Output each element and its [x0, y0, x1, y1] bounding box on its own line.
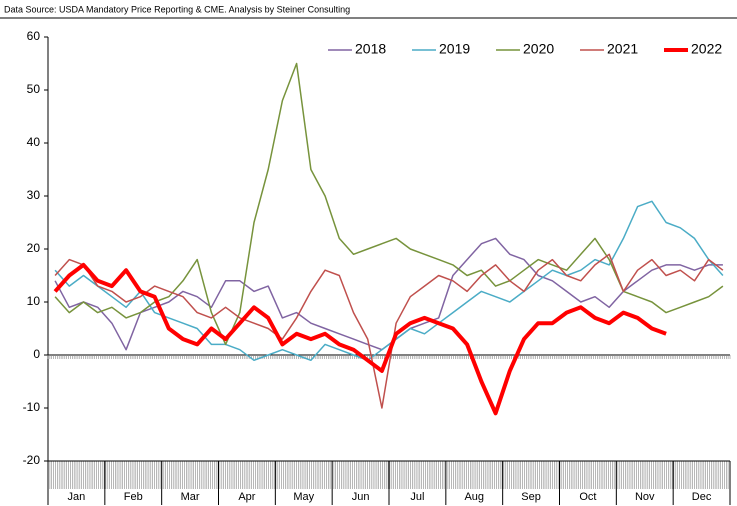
series-line [53, 262, 667, 416]
legend-label: 2022 [691, 41, 722, 57]
x-tick-label: Jun [352, 491, 370, 503]
x-tick-label: Feb [124, 491, 143, 503]
x-tick-label: Dec [692, 491, 712, 503]
x-tick-label: Aug [464, 491, 484, 503]
x-tick-label: Jul [410, 491, 424, 503]
legend-label: 2020 [523, 41, 554, 57]
series-line [54, 62, 724, 346]
x-tick-label: Oct [579, 491, 596, 503]
y-tick-label: 50 [27, 82, 41, 96]
x-tick-label: May [293, 491, 314, 503]
x-tick-label: Mar [181, 491, 200, 503]
x-tick-label: Nov [635, 491, 655, 503]
y-tick-label: 10 [27, 294, 41, 308]
legend-label: 2019 [439, 41, 470, 57]
y-tick-label: -20 [23, 453, 41, 467]
series-line [54, 253, 724, 409]
source-note: Data Source: USDA Mandatory Price Report… [4, 4, 350, 14]
x-tick-label: Sep [521, 491, 541, 503]
series-line [54, 237, 723, 351]
y-tick-label: 20 [27, 241, 41, 255]
y-tick-label: 60 [27, 29, 41, 43]
series-line [54, 200, 724, 362]
legend-label: 2021 [607, 41, 638, 57]
y-tick-label: -10 [23, 400, 41, 414]
x-tick-label: Apr [238, 491, 255, 503]
legend-label: 2018 [355, 41, 386, 57]
x-tick-label: Jan [68, 491, 86, 503]
y-tick-label: 30 [27, 188, 41, 202]
y-tick-label: 40 [27, 135, 41, 149]
day-hatch [47, 355, 731, 359]
y-tick-label: 0 [33, 347, 40, 361]
